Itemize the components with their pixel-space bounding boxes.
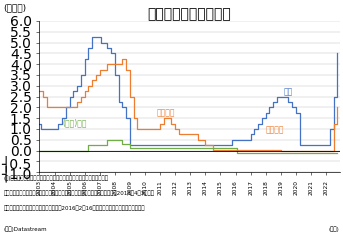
Title: 日米欧の政策金利推移: 日米欧の政策金利推移 [147,7,232,21]
Text: 日本は無担保コールレート（翘日物）誤導目標でレンジの場合は上限（～2013年4月3日）、: 日本は無担保コールレート（翘日物）誤導目標でレンジの場合は上限（～2013年4月… [3,191,154,196]
Text: (図表１): (図表１) [3,4,26,13]
Text: ユーロ圏: ユーロ圏 [157,108,176,117]
Text: 当座預金の政策金利残高適用金利（2016年2月16日～）でこれらの間は金利目標なし: 当座預金の政策金利残高適用金利（2016年2月16日～）でこれらの間は金利目標な… [3,205,145,211]
Text: (月次): (月次) [329,226,340,232]
Text: ユーロ圏: ユーロ圏 [266,125,284,134]
Text: (資料)Datastream: (資料)Datastream [3,226,47,232]
Text: (参考)日本: (参考)日本 [62,119,86,128]
Text: (注)米国はレンジの場合は上限、ユーロ圏は主要リファイナンス金利。: (注)米国はレンジの場合は上限、ユーロ圏は主要リファイナンス金利。 [3,176,108,182]
Text: 米国: 米国 [284,87,293,96]
